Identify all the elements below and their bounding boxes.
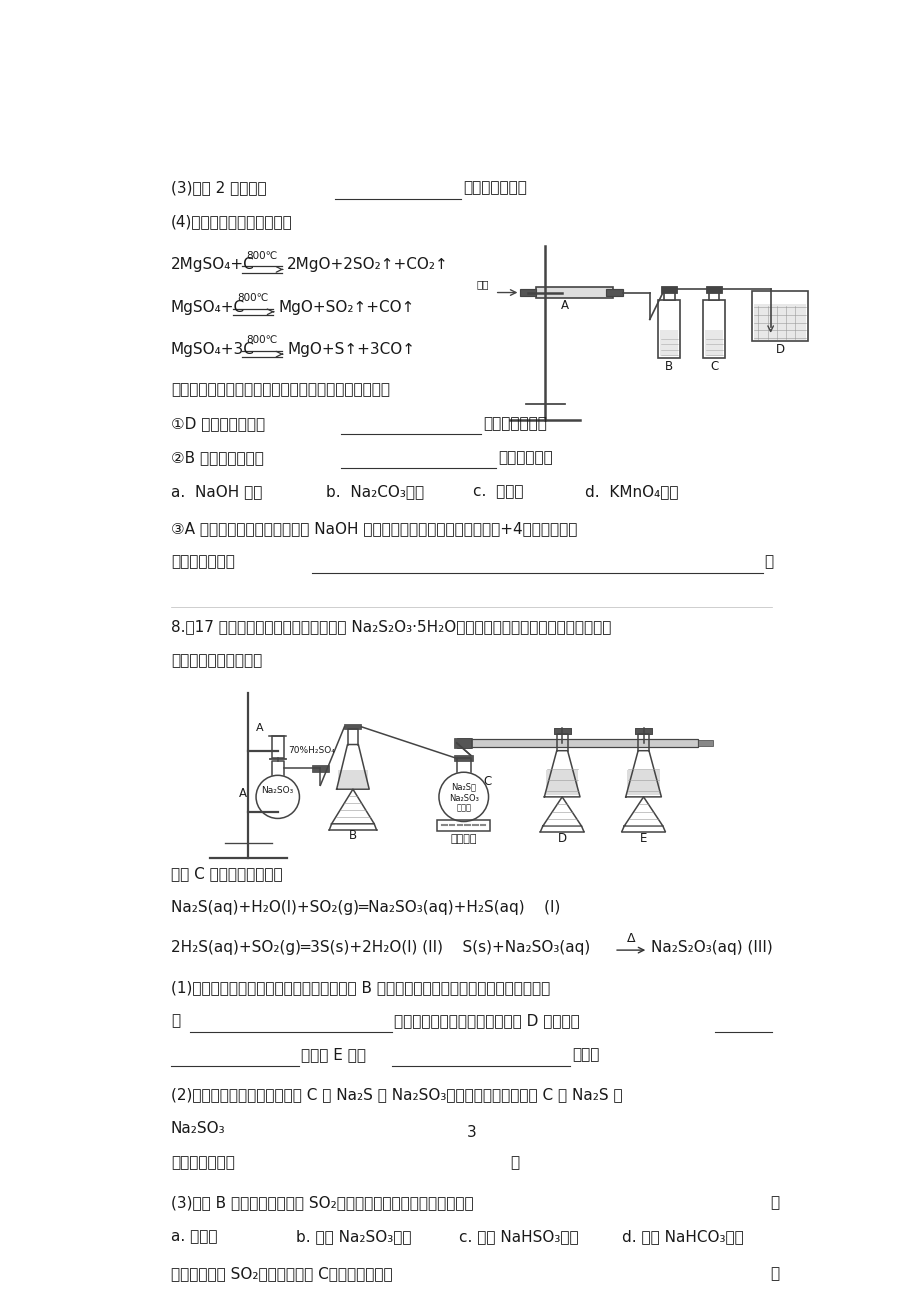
Text: a. 蒸馏水: a. 蒸馏水 [171, 1229, 217, 1245]
Text: ②B 中盛放的溶液是: ②B 中盛放的溶液是 [171, 450, 264, 465]
FancyBboxPatch shape [704, 331, 722, 357]
FancyBboxPatch shape [697, 740, 712, 746]
Text: A: A [239, 786, 246, 799]
Text: C: C [482, 775, 491, 788]
FancyBboxPatch shape [553, 728, 570, 734]
Text: d. 饱和 NaHCO₃溶液: d. 饱和 NaHCO₃溶液 [621, 1229, 743, 1245]
Text: 物质的量之比为: 物质的量之比为 [171, 1155, 234, 1170]
Text: (3)滤渣 2 的成分是: (3)滤渣 2 的成分是 [171, 181, 267, 195]
FancyBboxPatch shape [553, 728, 570, 734]
FancyBboxPatch shape [753, 305, 805, 340]
FancyBboxPatch shape [634, 728, 652, 734]
Text: 。: 。 [769, 1195, 778, 1211]
Text: 若: 若 [171, 1013, 180, 1029]
FancyBboxPatch shape [344, 724, 361, 729]
Text: 溶液。: 溶液。 [572, 1047, 599, 1062]
FancyBboxPatch shape [312, 764, 329, 772]
FancyBboxPatch shape [471, 740, 697, 747]
FancyBboxPatch shape [605, 289, 622, 297]
Text: 加热装置: 加热装置 [450, 833, 476, 844]
Text: ①D 中收集的气体是: ①D 中收集的气体是 [171, 417, 265, 431]
Text: 烧瓶 C 中发生反应如下：: 烧瓶 C 中发生反应如下： [171, 866, 282, 880]
Text: （填化学式）。: （填化学式）。 [463, 181, 528, 195]
Text: B: B [348, 829, 357, 842]
Text: 。装置 E 中为: 。装置 E 中为 [301, 1047, 366, 1062]
Text: 。: 。 [769, 1266, 778, 1281]
FancyBboxPatch shape [702, 301, 724, 358]
Text: Na₂SO₃: Na₂SO₃ [261, 786, 293, 796]
Text: MgSO₄+C: MgSO₄+C [171, 299, 244, 315]
FancyBboxPatch shape [661, 285, 676, 293]
FancyBboxPatch shape [453, 738, 471, 749]
FancyBboxPatch shape [456, 738, 471, 749]
Text: ，则整个装置气密性良好。装置 D 的作用是: ，则整个装置气密性良好。装置 D 的作用是 [393, 1013, 579, 1029]
FancyBboxPatch shape [634, 728, 652, 734]
Text: Na₂S与: Na₂S与 [450, 783, 476, 792]
Text: MgO+SO₂↑+CO↑: MgO+SO₂↑+CO↑ [278, 299, 414, 315]
Text: b. 饱和 Na₂SO₃溶液: b. 饱和 Na₂SO₃溶液 [296, 1229, 412, 1245]
Text: 3: 3 [466, 1125, 476, 1141]
Text: （填化学式）。: （填化学式）。 [482, 417, 547, 431]
Text: d.  KMnO₄溶液: d. KMnO₄溶液 [584, 484, 678, 499]
Text: (1)仪器组装完成后，关闭两端活塞，向装置 B 中的长颈漏斗内注入液体至形成一段液柱，: (1)仪器组装完成后，关闭两端活塞，向装置 B 中的长颈漏斗内注入液体至形成一段… [171, 979, 550, 995]
Text: 800℃: 800℃ [246, 336, 278, 345]
Text: 仪器）模拟生产过程。: 仪器）模拟生产过程。 [171, 654, 262, 668]
Text: Na₂S(aq)+H₂O(l)+SO₂(g)═Na₂SO₃(aq)+H₂S(aq)    (I): Na₂S(aq)+H₂O(l)+SO₂(g)═Na₂SO₃(aq)+H₂S(aq… [171, 900, 560, 914]
FancyBboxPatch shape [751, 290, 807, 341]
FancyBboxPatch shape [454, 755, 472, 762]
FancyBboxPatch shape [708, 289, 719, 301]
Text: 800℃: 800℃ [246, 251, 278, 260]
Text: C: C [709, 359, 718, 372]
FancyBboxPatch shape [663, 289, 674, 301]
Text: 2MgO+2SO₂↑+CO₂↑: 2MgO+2SO₂↑+CO₂↑ [287, 258, 448, 272]
FancyBboxPatch shape [520, 289, 535, 297]
Text: 800℃: 800℃ [237, 293, 268, 303]
FancyBboxPatch shape [706, 285, 721, 293]
Text: Δ: Δ [626, 932, 635, 945]
Bar [627, 769, 659, 796]
Text: (2)为提高产品纯度，应使烧瓶 C 中 Na₂S 和 Na₂SO₃恰好完全反应，则烧瓶 C 中 Na₂S 和: (2)为提高产品纯度，应使烧瓶 C 中 Na₂S 和 Na₂SO₃恰好完全反应，… [171, 1087, 622, 1103]
Text: Na₂SO₃: Na₂SO₃ [171, 1121, 225, 1137]
Text: 8.（17 分）工业上常利用含硫废水生产 Na₂S₂O₃·5H₂O，实验室可用如下装置（略去部分夹持: 8.（17 分）工业上常利用含硫废水生产 Na₂S₂O₃·5H₂O，实验室可用如… [171, 620, 610, 634]
Text: 实验中，为使 SO₂缓慢进入烧瓶 C，采用的操作是: 实验中，为使 SO₂缓慢进入烧瓶 C，采用的操作是 [171, 1266, 392, 1281]
Text: 2H₂S(aq)+SO₂(g)═3S(s)+2H₂O(l) (II)    S(s)+Na₂SO₃(aq): 2H₂S(aq)+SO₂(g)═3S(s)+2H₂O(l) (II) S(s)+… [171, 940, 589, 954]
Text: 70%H₂SO₄: 70%H₂SO₄ [289, 746, 335, 755]
Text: 2MgSO₄+C: 2MgSO₄+C [171, 258, 255, 272]
Text: (3)装置 B 的作用之一是观察 SO₂的生成速率，其中的液体最好选择: (3)装置 B 的作用之一是观察 SO₂的生成速率，其中的液体最好选择 [171, 1195, 473, 1211]
Text: MgSO₄+3C: MgSO₄+3C [171, 342, 255, 357]
FancyBboxPatch shape [535, 288, 613, 298]
Text: MgO+S↑+3CO↑: MgO+S↑+3CO↑ [287, 342, 414, 357]
FancyBboxPatch shape [658, 301, 679, 358]
Text: Na₂SO₃: Na₂SO₃ [448, 794, 478, 803]
Text: 的离子方程式：: 的离子方程式： [171, 555, 234, 570]
Text: ③A 中得到的淡黄色固体与热的 NaOH 溶液反应，产物中元素最高价态为+4，写出该反应: ③A 中得到的淡黄色固体与热的 NaOH 溶液反应，产物中元素最高价态为+4，写… [171, 521, 576, 535]
Text: （填字母）。: （填字母）。 [498, 450, 552, 465]
Bar [545, 769, 578, 796]
Text: 气体: 气体 [476, 279, 489, 289]
FancyBboxPatch shape [271, 736, 284, 758]
Text: A: A [560, 299, 568, 312]
Text: c. 饱和 NaHSO₃溶液: c. 饱和 NaHSO₃溶液 [459, 1229, 578, 1245]
Text: (4)煅烧过程存在以下反应：: (4)煅烧过程存在以下反应： [171, 215, 292, 229]
Text: A: A [255, 723, 264, 733]
Text: c.  稀硝酸: c. 稀硝酸 [472, 484, 523, 499]
Text: D: D [557, 832, 566, 845]
Text: 混合液: 混合液 [456, 803, 471, 812]
Text: b.  Na₂CO₃溶液: b. Na₂CO₃溶液 [325, 484, 424, 499]
Text: D: D [775, 342, 784, 355]
FancyBboxPatch shape [437, 820, 490, 831]
Text: a.  NaOH 溶液: a. NaOH 溶液 [171, 484, 262, 499]
Text: 利用右图装置对煅烧产生的气体进行分步吸收或收集。: 利用右图装置对煅烧产生的气体进行分步吸收或收集。 [171, 383, 390, 397]
Bar [338, 769, 368, 788]
Text: 。: 。 [764, 555, 773, 570]
FancyBboxPatch shape [659, 331, 677, 357]
Text: Na₂S₂O₃(aq) (III): Na₂S₂O₃(aq) (III) [651, 940, 772, 954]
Text: 。: 。 [510, 1155, 519, 1170]
Text: B: B [664, 359, 673, 372]
Text: E: E [640, 832, 647, 845]
